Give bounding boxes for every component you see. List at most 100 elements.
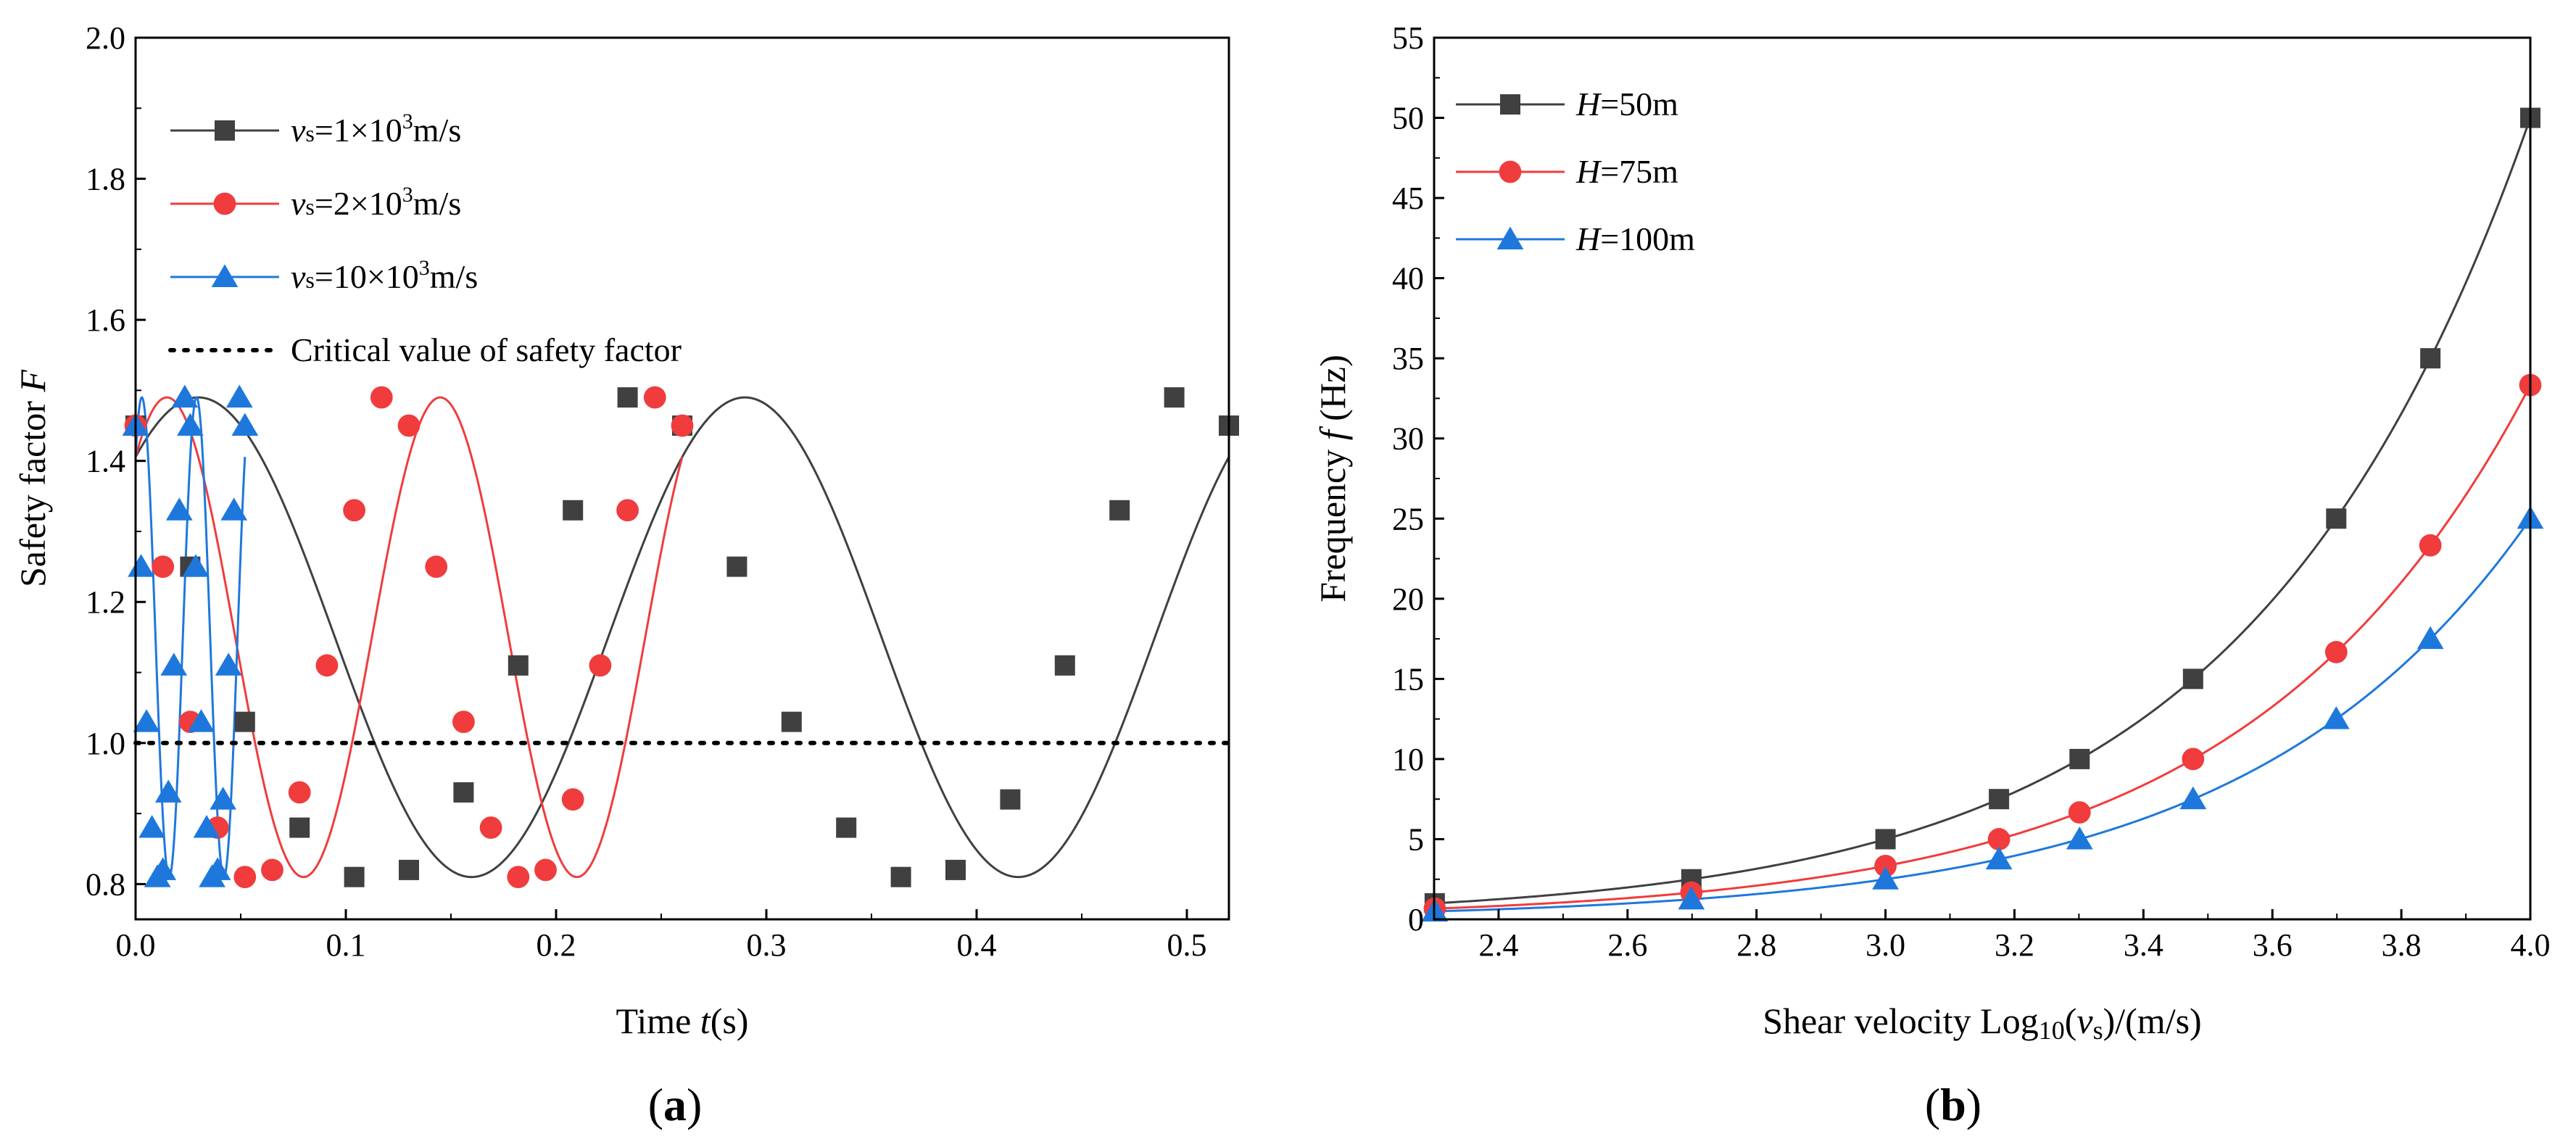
- data-point-0: [945, 859, 966, 880]
- data-point-2: [182, 554, 210, 577]
- data-point-1: [452, 711, 475, 734]
- y-tick-label: 45: [1392, 181, 1424, 216]
- chart-a: 0.0 0.1 0.2 0.3 0.4 0.50.81.01.21.41.61.82.0 …: [12, 20, 1239, 1130]
- legend-marker-shape: [211, 264, 239, 287]
- series-line-2: [134, 396, 247, 879]
- data-point-0: [726, 556, 747, 577]
- data-point-0: [617, 387, 638, 408]
- legend-label: H=100m: [1575, 220, 1695, 257]
- legend-item-vs-10e3: vs=10×103m/s: [170, 256, 478, 295]
- data-point-0: [289, 817, 310, 838]
- data-point-2: [1985, 846, 2013, 870]
- legend-marker-shape: [1499, 160, 1522, 183]
- legend-label: Critical value of safety factor: [291, 331, 682, 368]
- data-point-2: [204, 857, 231, 880]
- chart-a-curves: [134, 396, 1230, 879]
- chart-a-markers: [122, 384, 1239, 889]
- chart-b-legend: H=50m H=75m H=100m: [1456, 86, 1695, 257]
- y-tick-label: 10: [1392, 742, 1424, 777]
- data-point-0: [890, 866, 911, 887]
- data-point-0: [234, 711, 255, 732]
- y-tick-label: 1.4: [86, 444, 125, 479]
- data-point-0: [1054, 655, 1075, 676]
- data-point-0: [2420, 348, 2441, 369]
- chart-a-ticks: 0.0 0.1 0.2 0.3 0.4 0.5 0.8 1.0 1.2 1.4 1.6 1.8 2.0: [86, 20, 1207, 963]
- legend-marker-shape: [213, 192, 236, 215]
- data-point-2: [2416, 626, 2444, 650]
- chart-a-plot-frame: [134, 36, 1230, 921]
- legend-item-vs-1e3: vs=1×103m/s: [170, 109, 461, 149]
- data-point-0: [1109, 500, 1130, 521]
- series-line-2: [1433, 518, 2532, 913]
- x-tick-label: 0.2: [537, 927, 576, 963]
- y-tick-label: 55: [1392, 20, 1424, 56]
- series-line-0: [1433, 117, 2532, 905]
- y-tick-label: 0: [1408, 902, 1424, 937]
- data-point-1: [534, 858, 557, 882]
- data-point-1: [2068, 801, 2091, 824]
- y-tick-label: 1.2: [86, 584, 125, 620]
- data-point-2: [1678, 886, 1705, 910]
- legend-label: vs=2×103m/s: [291, 183, 461, 222]
- data-point-2: [154, 779, 182, 803]
- data-point-1: [643, 386, 666, 409]
- data-point-1: [1874, 854, 1897, 877]
- x-tick-label: 3.6: [2253, 927, 2293, 963]
- data-point-1: [2324, 641, 2348, 663]
- legend-marker: [1496, 226, 1524, 249]
- data-point-0: [1000, 789, 1021, 810]
- y-tick-label: 1.8: [86, 162, 125, 197]
- x-tick-label: 3.8: [2382, 927, 2422, 963]
- data-point-0: [453, 782, 474, 803]
- series-line-1: [134, 396, 684, 879]
- x-tick-label: 3.4: [2124, 927, 2163, 963]
- y-tick-label: 40: [1392, 261, 1424, 297]
- x-tick-label: 2.6: [1607, 927, 1647, 963]
- data-point-1: [616, 499, 639, 522]
- x-tick-label: 2.4: [1478, 927, 1518, 963]
- data-point-1: [479, 816, 502, 839]
- data-point-2: [215, 653, 242, 676]
- series-line-0: [134, 396, 1230, 879]
- data-point-0: [2069, 748, 2090, 769]
- data-point-1: [261, 858, 283, 882]
- data-point-2: [133, 709, 160, 732]
- legend-item-h-50: H=50m: [1456, 86, 1678, 123]
- legend-item-vs-2e3: vs=2×103m/s: [170, 183, 461, 222]
- legend-label: vs=1×103m/s: [291, 109, 461, 149]
- x-tick-label: 0.1: [326, 927, 366, 963]
- x-tick-label: 0.0: [116, 927, 156, 963]
- legend-label: H=75m: [1575, 153, 1678, 190]
- panel-label-a: (a): [648, 1079, 703, 1130]
- data-point-2: [138, 815, 165, 838]
- x-axis-label: Shear velocity Log10(vs)/(m/s): [1763, 1001, 2201, 1045]
- y-tick-label: 50: [1392, 101, 1424, 136]
- data-point-1: [152, 555, 175, 578]
- x-tick-label: 3.2: [1995, 927, 2034, 963]
- y-tick-label: 0.8: [86, 866, 125, 902]
- data-point-2: [2066, 826, 2093, 850]
- data-point-0: [781, 711, 802, 732]
- data-point-1: [561, 788, 584, 811]
- y-tick-label: 1.0: [86, 726, 125, 761]
- x-tick-label: 2.8: [1736, 927, 1776, 963]
- data-point-0: [563, 500, 584, 521]
- data-point-0: [2182, 668, 2203, 690]
- data-point-1: [2419, 534, 2442, 557]
- legend-marker-shape: [1500, 94, 1520, 115]
- data-point-2: [149, 857, 177, 880]
- data-point-1: [425, 555, 448, 578]
- y-axis-label: Frequency f (Hz): [1312, 355, 1353, 603]
- data-point-2: [210, 787, 237, 810]
- data-point-2: [2179, 786, 2207, 810]
- data-point-2: [2322, 706, 2350, 729]
- legend-marker: [215, 120, 235, 141]
- data-point-1: [233, 866, 257, 889]
- y-tick-label: 5: [1408, 821, 1424, 857]
- legend-item-h-75: H=75m: [1456, 153, 1678, 190]
- x-tick-label: 4.0: [2511, 927, 2551, 963]
- data-point-1: [397, 414, 421, 437]
- data-point-1: [507, 866, 530, 889]
- data-point-1: [288, 781, 311, 804]
- data-point-1: [343, 499, 365, 522]
